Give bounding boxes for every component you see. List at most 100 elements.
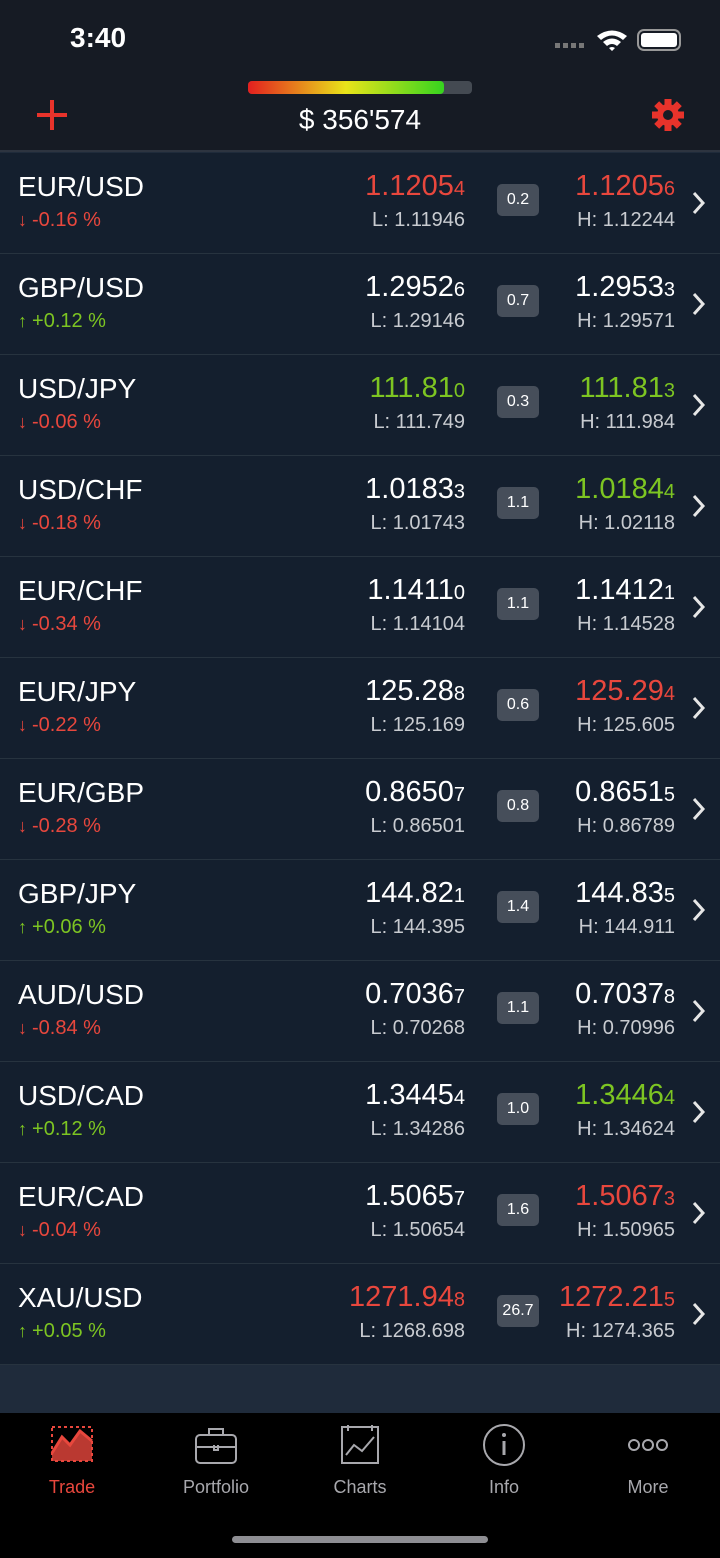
bid-price: 1271.948 — [349, 1281, 465, 1314]
chevron — [692, 797, 706, 821]
change-value: -0.22 % — [32, 714, 101, 736]
bid-pip: 8 — [453, 683, 465, 705]
bid-pip: 0 — [453, 582, 465, 604]
change: ↑ +0.06 % — [18, 916, 106, 939]
trend-arrow: ↓ — [18, 715, 33, 735]
quote-row[interactable]: GBP/USD ↑ +0.12 % 1.29526 L: 1.29146 1.29533… — [0, 254, 720, 355]
bid-price: 144.821 — [365, 877, 465, 910]
add-button[interactable] — [34, 97, 70, 133]
trend-arrow: ↓ — [18, 513, 33, 533]
quote-row[interactable]: EUR/GBP ↓ -0.28 % 0.86507 L: 0.86501 0.86515… — [0, 759, 720, 860]
ask-main: 1.0184 — [575, 473, 664, 505]
low-price: L: 0.70268 — [370, 1017, 465, 1039]
quote-row[interactable]: USD/CAD ↑ +0.12 % 1.34454 L: 1.34286 1.34464… — [0, 1062, 720, 1163]
status-time: 3:40 — [70, 22, 127, 53]
tab[interactable]: Trade — [0, 1413, 144, 1523]
ask-price: 144.835 — [575, 877, 675, 910]
quote-row[interactable]: AUD/USD ↓ -0.84 % 0.70367 L: 0.70268 0.70378… — [0, 961, 720, 1062]
pair-name: EUR/CAD — [18, 1181, 145, 1212]
high-price: H: 0.70996 — [577, 1017, 675, 1039]
tab-bar: Trade Portfolio Charts Info More — [0, 1413, 720, 1558]
spread: 1.1 — [497, 992, 539, 1024]
pair-name: EUR/CHF — [18, 575, 143, 606]
bid-pip: 7 — [453, 986, 465, 1008]
spread: 0.7 — [497, 285, 539, 317]
high-price: H: 1.50965 — [577, 1219, 675, 1241]
tab[interactable]: More — [576, 1413, 720, 1523]
ask-pip: 5 — [663, 885, 675, 907]
home-indicator — [232, 1536, 488, 1543]
chevron — [692, 191, 706, 215]
spread: 1.4 — [497, 891, 539, 923]
chevron — [692, 999, 706, 1023]
chevron — [692, 393, 706, 417]
chevron — [692, 898, 706, 922]
tab[interactable]: Portfolio — [144, 1413, 288, 1523]
change-value: -0.28 % — [32, 815, 101, 837]
high-price: H: 1.12244 — [577, 209, 675, 231]
quote-row[interactable]: EUR/CHF ↓ -0.34 % 1.14110 L: 1.14104 1.14121… — [0, 557, 720, 658]
bid-main: 1.1205 — [365, 170, 454, 202]
bid-main: 1271.94 — [349, 1281, 454, 1313]
quote-row[interactable]: XAU/USD ↑ +0.05 % 1271.948 L: 1268.698 1272.… — [0, 1264, 720, 1365]
change: ↓ -0.04 % — [18, 1219, 101, 1242]
change: ↓ -0.22 % — [18, 714, 101, 737]
ask-main: 1272.21 — [559, 1281, 664, 1313]
ask-pip: 4 — [663, 683, 675, 705]
low-price: L: 1.50654 — [370, 1219, 465, 1241]
ask-pip: 3 — [663, 279, 675, 301]
tab[interactable]: Charts — [288, 1413, 432, 1523]
tab-icon — [50, 1426, 93, 1462]
ask-main: 1.2953 — [575, 271, 664, 303]
ask-main: 125.29 — [575, 675, 664, 707]
ask-main: 0.8651 — [575, 776, 664, 808]
tab-label: Portfolio — [182, 1477, 250, 1497]
low-price: L: 1.34286 — [370, 1118, 465, 1140]
spread: 0.6 — [497, 689, 539, 721]
change-value: +0.12 % — [32, 310, 106, 332]
spread: 1.1 — [497, 588, 539, 620]
spread: 0.3 — [497, 386, 539, 418]
quote-row[interactable]: EUR/USD ↓ -0.16 % 1.12054 L: 1.11946 1.12056… — [0, 153, 720, 254]
chevron — [692, 595, 706, 619]
high-price: H: 1274.365 — [566, 1320, 675, 1342]
quote-row[interactable]: EUR/JPY ↓ -0.22 % 125.288 L: 125.169 125.294… — [0, 658, 720, 759]
low-price: L: 0.86501 — [370, 815, 465, 837]
ask-price: 1.01844 — [575, 473, 675, 506]
settings-button[interactable] — [650, 97, 686, 133]
trend-arrow: ↓ — [18, 412, 33, 432]
ask-price: 1.34464 — [575, 1079, 675, 1112]
ask-main: 111.81 — [579, 372, 664, 404]
quote-row[interactable]: USD/JPY ↓ -0.06 % 111.810 L: 111.749 111.813… — [0, 355, 720, 456]
bid-pip: 1 — [453, 885, 465, 907]
high-price: H: 0.86789 — [577, 815, 675, 837]
ask-pip: 8 — [663, 986, 675, 1008]
ask-price: 0.70378 — [575, 978, 675, 1011]
ask-main: 144.83 — [575, 877, 664, 909]
tab[interactable]: Info — [432, 1413, 576, 1523]
tab-label: Charts — [333, 1477, 387, 1497]
change: ↓ -0.84 % — [18, 1017, 101, 1040]
ask-price: 1.12056 — [575, 170, 675, 203]
change: ↑ +0.12 % — [18, 310, 106, 333]
ask-main: 1.5067 — [575, 1180, 664, 1212]
pair-name: XAU/USD — [18, 1282, 143, 1313]
ask-pip: 6 — [663, 178, 675, 200]
bid-main: 1.5065 — [365, 1180, 454, 1212]
ask-price: 1.50673 — [575, 1180, 675, 1213]
change: ↓ -0.06 % — [18, 411, 101, 434]
quote-row[interactable]: EUR/CAD ↓ -0.04 % 1.50657 L: 1.50654 1.50673… — [0, 1163, 720, 1264]
pair-name: USD/JPY — [18, 373, 137, 404]
high-price: H: 1.29571 — [577, 310, 675, 332]
spread: 1.6 — [497, 1194, 539, 1226]
change: ↓ -0.28 % — [18, 815, 101, 838]
quote-row[interactable]: GBP/JPY ↑ +0.06 % 144.821 L: 144.395 144.835… — [0, 860, 720, 961]
quote-row[interactable]: USD/CHF ↓ -0.18 % 1.01833 L: 1.01743 1.01844… — [0, 456, 720, 557]
bid-price: 125.288 — [365, 675, 465, 708]
change: ↑ +0.05 % — [18, 1320, 106, 1343]
chevron — [692, 494, 706, 518]
bid-price: 1.34454 — [365, 1079, 465, 1112]
low-price: L: 125.169 — [370, 714, 465, 736]
ask-pip: 5 — [663, 1289, 675, 1311]
